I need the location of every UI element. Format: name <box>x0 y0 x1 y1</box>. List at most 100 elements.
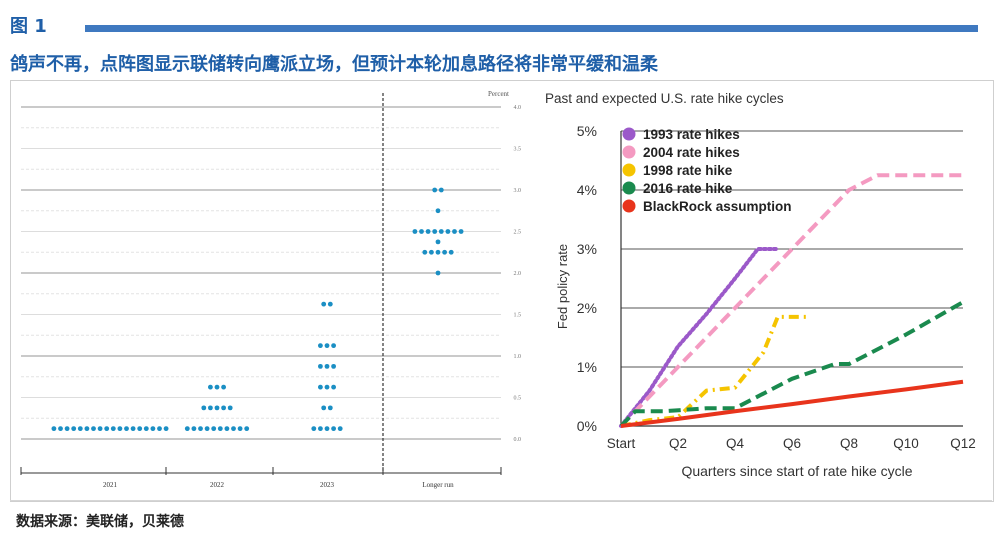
dot-2023 <box>327 301 333 307</box>
dot-2021 <box>110 426 116 432</box>
legend-label: 1998 rate hike <box>643 163 733 178</box>
dot-2023 <box>324 363 330 369</box>
dot-longer-run <box>435 239 441 245</box>
dot-2021 <box>157 426 162 432</box>
dot-2022 <box>184 426 190 432</box>
dot-2022 <box>214 405 220 411</box>
dot-2021 <box>150 426 156 432</box>
dot-2022 <box>237 426 243 432</box>
dot-2022 <box>208 405 213 411</box>
dot-2023 <box>321 405 327 411</box>
x-tick-label: Q6 <box>783 436 801 451</box>
x-tick-label: Longer run <box>422 481 454 489</box>
legend-marker <box>622 163 636 177</box>
y-tick-label: 3.0 <box>514 188 522 194</box>
dot-2021 <box>124 426 129 432</box>
dot-2023 <box>331 363 336 369</box>
x-tick-label: 2023 <box>320 481 335 489</box>
dot-2023 <box>318 426 323 432</box>
x-tick-label: Q2 <box>669 436 687 451</box>
dot-2022 <box>224 426 230 432</box>
dot-2023 <box>331 426 336 432</box>
dot-longer-run <box>438 187 444 193</box>
dot-longer-run <box>429 249 434 255</box>
x-tick-label: Q10 <box>893 436 919 451</box>
dot-longer-run <box>435 208 441 214</box>
dot-2022 <box>221 405 227 411</box>
y-tick-label: 0% <box>577 418 597 434</box>
dot-longer-run <box>445 229 451 234</box>
dot-2021 <box>71 426 77 432</box>
dot-2023 <box>337 426 343 432</box>
dot-2021 <box>77 426 83 432</box>
y-tick-label: 1.5 <box>514 313 522 319</box>
dot-2022 <box>221 384 227 390</box>
dot-2021 <box>84 426 90 432</box>
dot-longer-run <box>442 249 447 255</box>
y-axis-label: Percent <box>488 90 509 98</box>
y-tick-label: 2% <box>577 300 597 316</box>
dot-2022 <box>191 426 197 432</box>
series-line-2016-rate-hike <box>619 300 964 428</box>
dot-2023 <box>331 384 336 390</box>
dot-2021 <box>137 426 143 432</box>
series-line-2004-rate-hikes <box>619 173 963 428</box>
y-tick-label: 0.5 <box>514 396 522 402</box>
y-tick-label: 3.5 <box>514 147 522 153</box>
y-tick-label: 1.0 <box>514 354 522 360</box>
dot-2022 <box>211 426 217 432</box>
dot-2021 <box>130 426 136 432</box>
y-tick-label: 4.0 <box>514 105 522 111</box>
chart-panel: Percent 4.0 3.5 3.0 2.5 2.0 1.5 1.0 0.5 0.0 2021 20… <box>10 80 994 502</box>
dot-2023 <box>311 426 317 432</box>
dot-2022 <box>227 405 233 411</box>
dot-2023 <box>318 384 323 390</box>
dot-2022 <box>244 426 250 432</box>
rate-hike-line-chart: Past and expected U.S. rate hike cycles 0… <box>545 91 976 479</box>
dot-longer-run <box>432 187 438 193</box>
dot-longer-run <box>448 249 454 255</box>
dot-2022 <box>208 384 213 390</box>
dot-2021 <box>97 426 103 432</box>
dot-2023 <box>331 343 336 349</box>
dot-longer-run <box>419 229 424 234</box>
dot-longer-run <box>425 229 431 234</box>
y-tick-label: 0.0 <box>514 437 522 443</box>
dot-2021 <box>143 426 149 432</box>
legend-marker <box>622 127 636 141</box>
dot-2023 <box>321 301 327 307</box>
dot-2021 <box>117 426 123 432</box>
y-tick-label: 3% <box>577 241 597 257</box>
x-axis-label: Quarters since start of rate hike cycle <box>681 463 912 479</box>
figure-label: 图 1 <box>10 16 47 37</box>
legend-label: BlackRock assumption <box>643 199 792 214</box>
legend-marker <box>622 199 636 213</box>
x-tick-label: 2021 <box>103 481 118 489</box>
dot-2022 <box>201 405 207 411</box>
y-axis-label: Fed policy rate <box>555 244 570 329</box>
header-rule <box>85 25 978 32</box>
legend-marker <box>622 181 636 195</box>
dot-longer-run <box>432 229 438 234</box>
y-tick-label: 2.5 <box>514 230 522 236</box>
dot-2022 <box>231 426 236 432</box>
dot-longer-run <box>458 229 464 234</box>
y-tick-label: 4% <box>577 182 597 198</box>
dot-longer-run <box>422 249 428 255</box>
x-tick-label: Q4 <box>726 436 745 451</box>
dot-2023 <box>318 343 323 349</box>
dot-2023 <box>327 405 333 411</box>
dot-longer-run <box>412 229 418 234</box>
series-line-blackrock-assumption <box>620 379 964 428</box>
legend-label: 2004 rate hikes <box>643 145 740 160</box>
source-note: 数据来源：美联储，贝莱德 <box>16 514 184 530</box>
dot-2021 <box>91 426 96 432</box>
dot-2023 <box>324 426 330 432</box>
x-tick-label: 2022 <box>210 481 225 489</box>
dot-2021 <box>58 426 63 432</box>
y-tick-label: 2.0 <box>514 271 522 277</box>
dot-2021 <box>104 426 110 432</box>
dot-longer-run <box>452 229 457 234</box>
x-tick-label: Start <box>607 436 636 451</box>
dot-plot-chart: Percent 4.0 3.5 3.0 2.5 2.0 1.5 1.0 0.5 0.0 2021 20… <box>20 90 522 489</box>
